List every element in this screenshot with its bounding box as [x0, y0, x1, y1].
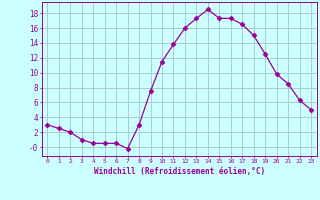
X-axis label: Windchill (Refroidissement éolien,°C): Windchill (Refroidissement éolien,°C) [94, 167, 265, 176]
